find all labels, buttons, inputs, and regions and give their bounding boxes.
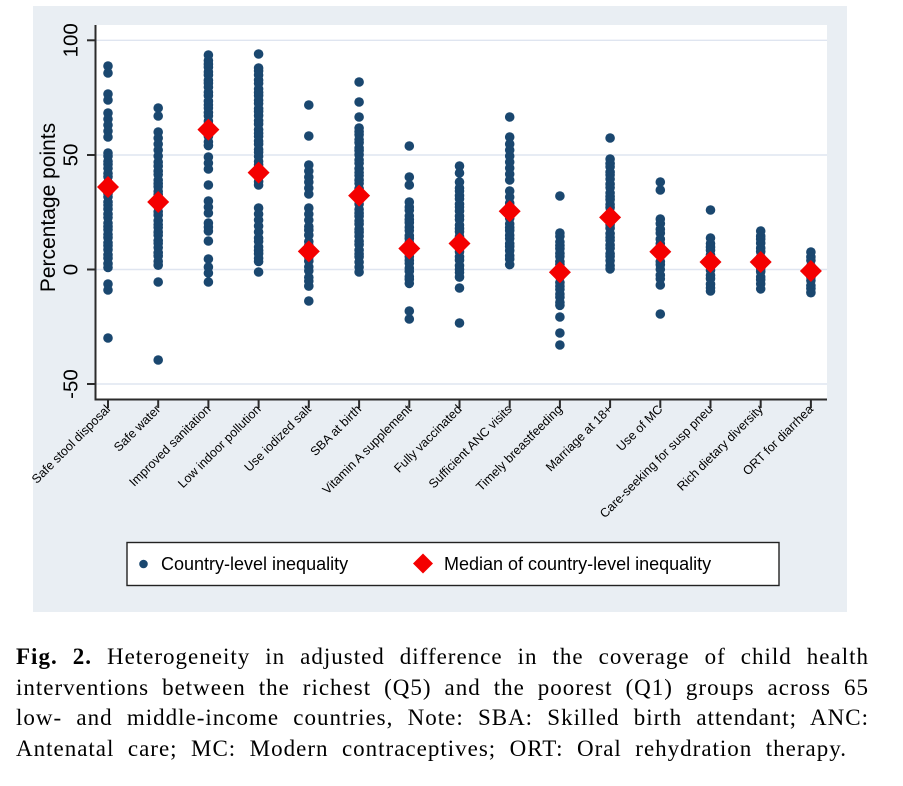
svg-text:-50: -50 [60,369,83,399]
svg-text:Median of country-level inequa: Median of country-level inequality [444,554,711,574]
svg-text:50: 50 [60,144,83,167]
svg-text:100: 100 [60,23,83,57]
svg-text:0: 0 [60,264,83,275]
svg-text:Percentage points: Percentage points [37,123,60,292]
svg-text:Country-level inequality: Country-level inequality [161,554,348,574]
